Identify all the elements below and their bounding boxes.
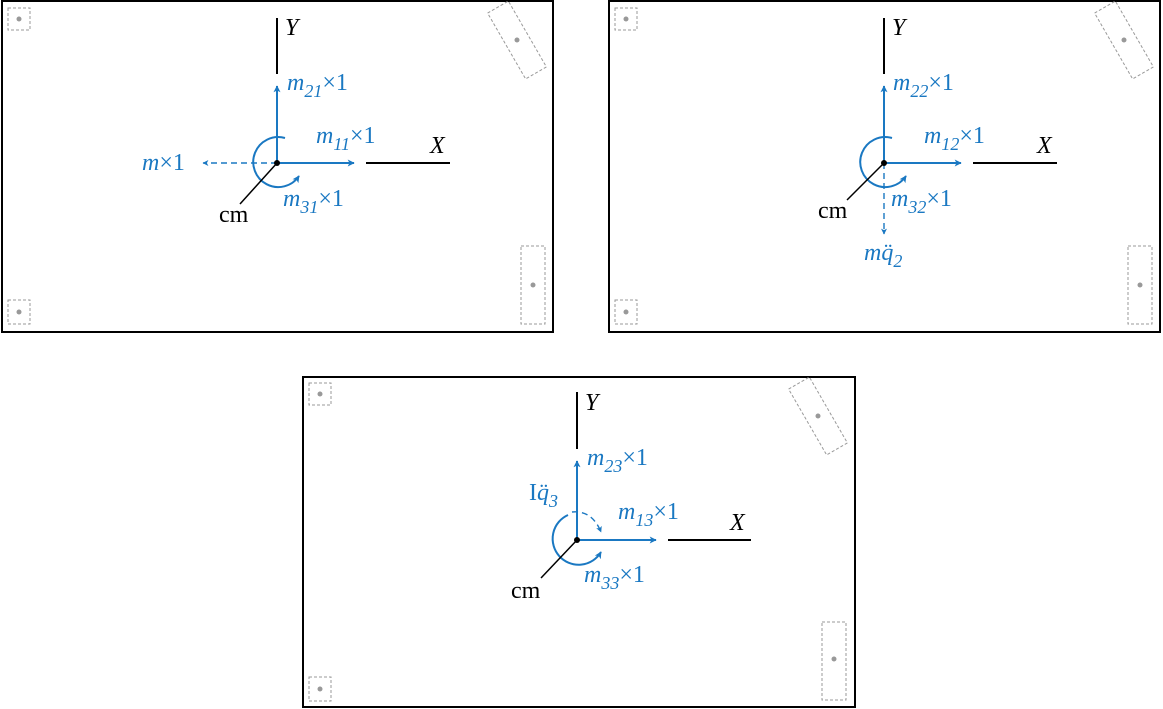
- cm-dot: [881, 160, 887, 166]
- vector-x-label: m13×1: [618, 499, 679, 530]
- rotation-arrow: [551, 514, 602, 566]
- vector-y-label: m21×1: [287, 70, 348, 101]
- cm-label: cm: [511, 578, 541, 604]
- inertia-rotation-dashed: [571, 511, 602, 533]
- rotation-label: m32×1: [891, 186, 952, 217]
- vector-y-label: m22×1: [893, 70, 954, 101]
- y-axis-label: Y: [285, 15, 301, 41]
- x-axis-label: X: [429, 133, 446, 159]
- pin-top-right-slanted: [1093, 0, 1155, 80]
- pin-top-right-slanted: [486, 0, 548, 80]
- pin-top-right-slanted: [787, 376, 849, 456]
- rotation-arrow: [252, 136, 300, 189]
- pin-bottom-left: [614, 299, 638, 325]
- pin-bottom-right: [1127, 245, 1153, 325]
- pin-bottom-right: [821, 621, 847, 701]
- rotation-label: m33×1: [584, 562, 645, 593]
- cm-label: cm: [219, 202, 249, 228]
- x-axis-label: X: [1036, 133, 1053, 159]
- cm-dot: [574, 537, 580, 543]
- cm-leader: [239, 162, 278, 205]
- cm-leader: [846, 162, 885, 201]
- pin-bottom-right: [520, 245, 546, 325]
- inertia-label: Iq̈3: [529, 480, 558, 511]
- pin-bottom-left: [7, 299, 31, 325]
- vector-x-label: m11×1: [316, 123, 376, 154]
- cm-dot: [274, 160, 280, 166]
- vector-y-label: m23×1: [587, 445, 648, 476]
- pin-top-left: [308, 382, 332, 406]
- pin-bottom-left: [308, 676, 332, 702]
- pin-top-left: [7, 7, 31, 31]
- y-axis-label: Y: [892, 15, 908, 41]
- panel-3: Y X cm m23×1 m13×1 m33×1 Iq̈3: [302, 376, 856, 708]
- panel-1: Y X cm m21×1 m11×1 m31×1 m×1: [1, 0, 554, 333]
- vector-x-label: m12×1: [924, 123, 985, 154]
- inertia-label: m×1: [142, 150, 185, 176]
- rotation-arrow: [859, 136, 907, 189]
- x-axis-label: X: [729, 510, 746, 536]
- y-axis-label: Y: [585, 390, 601, 416]
- cm-leader: [540, 539, 578, 579]
- panel-2: Y X cm m22×1 m12×1 m32×1 mq̈2: [608, 0, 1161, 333]
- rotation-label: m31×1: [283, 186, 344, 217]
- pin-top-left: [614, 7, 638, 31]
- inertia-label: mq̈2: [864, 240, 902, 271]
- cm-label: cm: [818, 198, 848, 224]
